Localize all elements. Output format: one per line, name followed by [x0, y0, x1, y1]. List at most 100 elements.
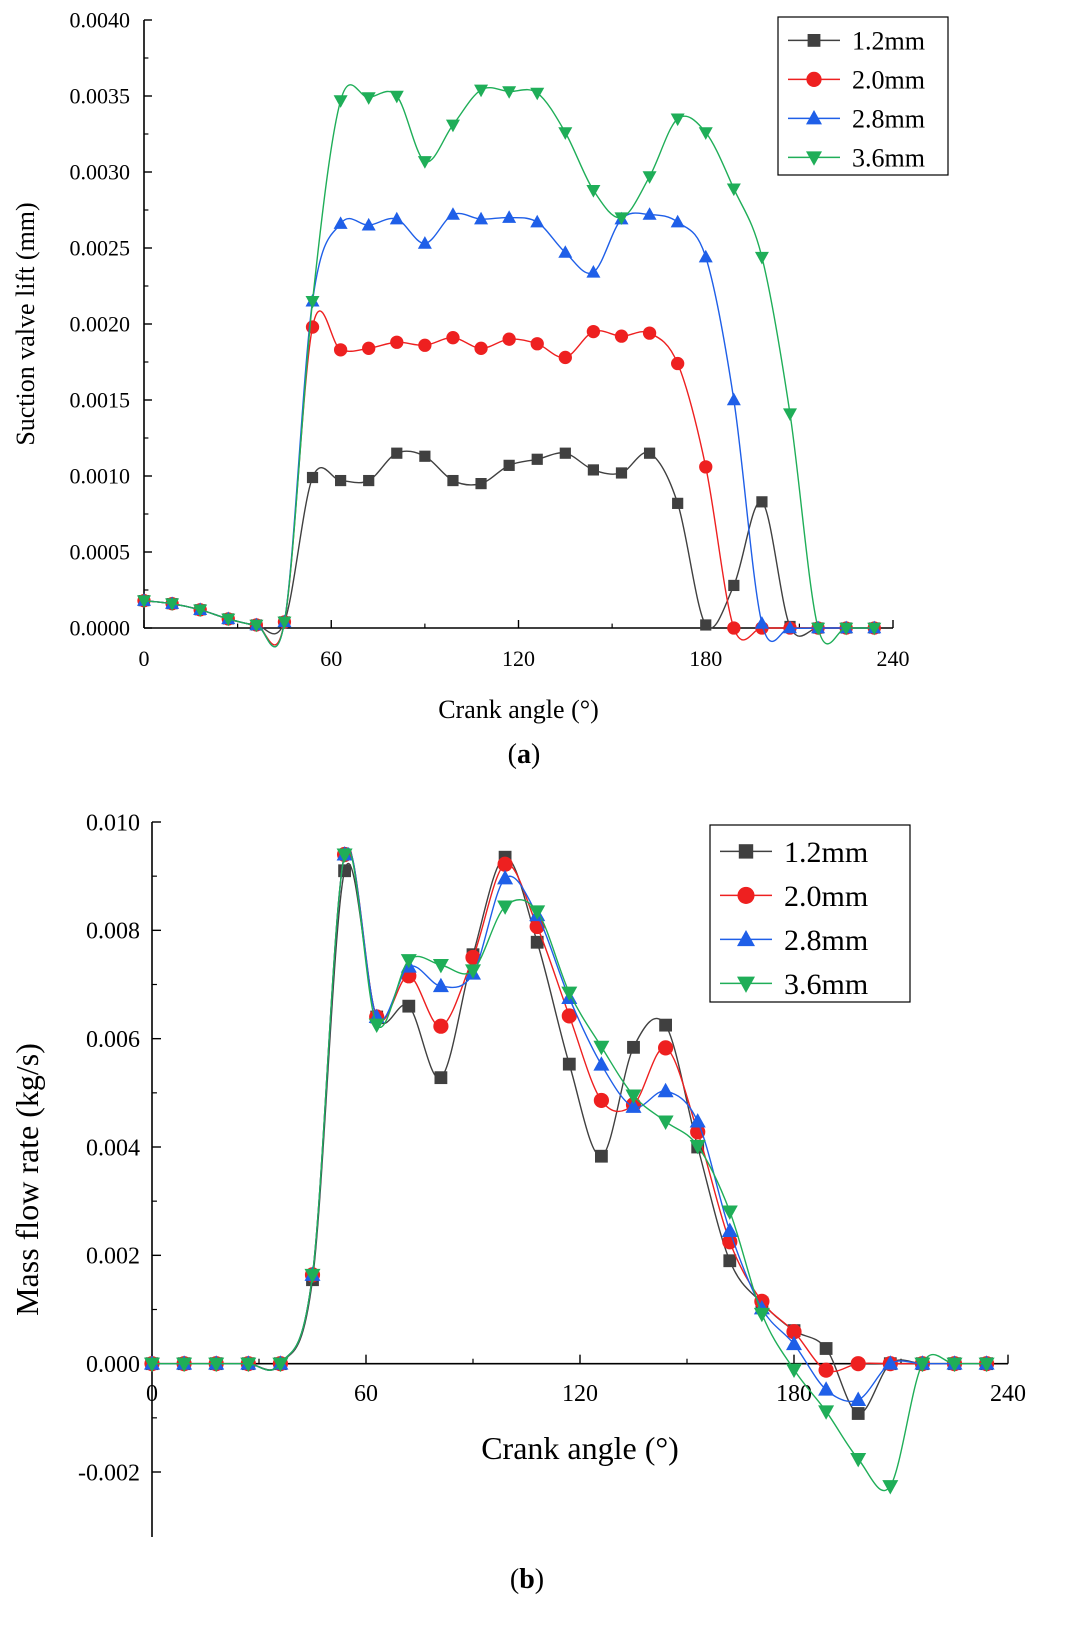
data-point [850, 1356, 866, 1372]
data-point [851, 1407, 865, 1420]
data-point [305, 295, 320, 309]
data-point [361, 217, 376, 231]
series-3.6mm [144, 848, 995, 1495]
data-point [475, 478, 487, 490]
legend-label: 3.6mm [784, 968, 868, 1001]
data-point [850, 1453, 867, 1468]
data-point [249, 619, 264, 633]
data-point [726, 392, 741, 406]
data-point [502, 332, 516, 346]
y-tick-label: 0.0020 [70, 312, 131, 337]
data-point [642, 207, 657, 220]
data-point [497, 900, 514, 915]
panel-caption: (a) [508, 739, 541, 770]
data-point [368, 1018, 385, 1033]
data-point [643, 447, 656, 459]
data-point [783, 620, 798, 634]
y-tick-label: 0.002 [86, 1244, 140, 1270]
series-line [143, 310, 875, 646]
data-point [391, 447, 403, 459]
data-point [689, 1113, 706, 1128]
data-point [728, 579, 740, 592]
y-axis-label: Suction valve lift (mm) [11, 202, 40, 445]
y-tick-label: -0.002 [78, 1460, 140, 1486]
series-line [143, 450, 875, 637]
data-point [530, 935, 544, 949]
data-point [208, 1357, 225, 1373]
data-point [305, 320, 320, 334]
data-point [882, 1355, 899, 1370]
y-axis-label: Mass flow rate (kg/s) [9, 1043, 45, 1316]
data-point [277, 616, 292, 630]
data-point [165, 598, 180, 612]
panel-caption: (b) [510, 1564, 544, 1595]
data-point [417, 236, 432, 249]
data-point [756, 496, 768, 508]
data-point [614, 212, 629, 225]
data-point [465, 964, 481, 979]
data-point [402, 999, 416, 1013]
data-point [530, 337, 544, 351]
legend-marker [738, 844, 754, 859]
data-point [530, 87, 545, 101]
data-point [786, 1335, 802, 1351]
data-point [819, 1342, 833, 1355]
data-point [727, 621, 741, 635]
data-point [474, 341, 488, 355]
legend-marker [737, 886, 755, 904]
data-point [882, 1480, 899, 1495]
data-point [818, 1362, 834, 1378]
data-point [753, 1307, 770, 1323]
data-point [502, 210, 517, 223]
data-point [818, 1381, 835, 1396]
data-point [389, 90, 404, 104]
data-point [362, 341, 376, 355]
data-point [447, 474, 459, 487]
chart-panel-b: -0.002 0.000 0.002 0.004 0.006 0.008 0.010 0 60 1… [9, 810, 1026, 1595]
x-tick-label: 60 [354, 1381, 378, 1407]
legend-label: 1.2mm [784, 836, 868, 869]
y-tick-label: 0.004 [86, 1135, 140, 1161]
y-tick-label: 0.0035 [70, 84, 131, 109]
data-point [419, 450, 431, 462]
data-point [531, 453, 543, 465]
data-point [818, 1405, 835, 1420]
series-2.8mm [137, 207, 882, 648]
data-point [361, 92, 376, 105]
data-point [561, 986, 578, 1002]
data-point [593, 1092, 610, 1109]
data-point [839, 622, 854, 636]
data-point [699, 460, 713, 474]
y-tick-label: 0.0005 [70, 540, 131, 565]
y-tick-label: 0.0040 [70, 8, 131, 33]
data-point [363, 474, 375, 487]
legend-label: 1.2mm [852, 27, 925, 56]
data-point [978, 1357, 995, 1373]
data-point [754, 251, 769, 265]
data-point [657, 1115, 674, 1130]
data-point [306, 471, 319, 484]
data-point [465, 949, 481, 966]
data-point [698, 249, 713, 263]
y-tick-label: 0.0030 [70, 160, 131, 185]
data-point [672, 497, 684, 509]
data-point [418, 338, 432, 352]
data-point [754, 616, 769, 629]
data-point [625, 1098, 642, 1113]
data-point [432, 959, 449, 974]
data-point [721, 1205, 738, 1220]
data-point [586, 184, 601, 198]
data-point [272, 1357, 289, 1373]
x-axis-label: Crank angle (°) [438, 695, 599, 724]
data-point [689, 1139, 706, 1155]
data-point [850, 1391, 867, 1406]
data-point [335, 474, 347, 487]
x-tick-label: 240 [877, 646, 910, 671]
data-point [642, 326, 657, 340]
x-tick-label: 180 [776, 1381, 812, 1407]
y-tick-label: 0.0010 [70, 464, 131, 489]
data-point [558, 245, 573, 258]
legend-label: 2.0mm [784, 880, 868, 913]
data-point [432, 977, 449, 993]
